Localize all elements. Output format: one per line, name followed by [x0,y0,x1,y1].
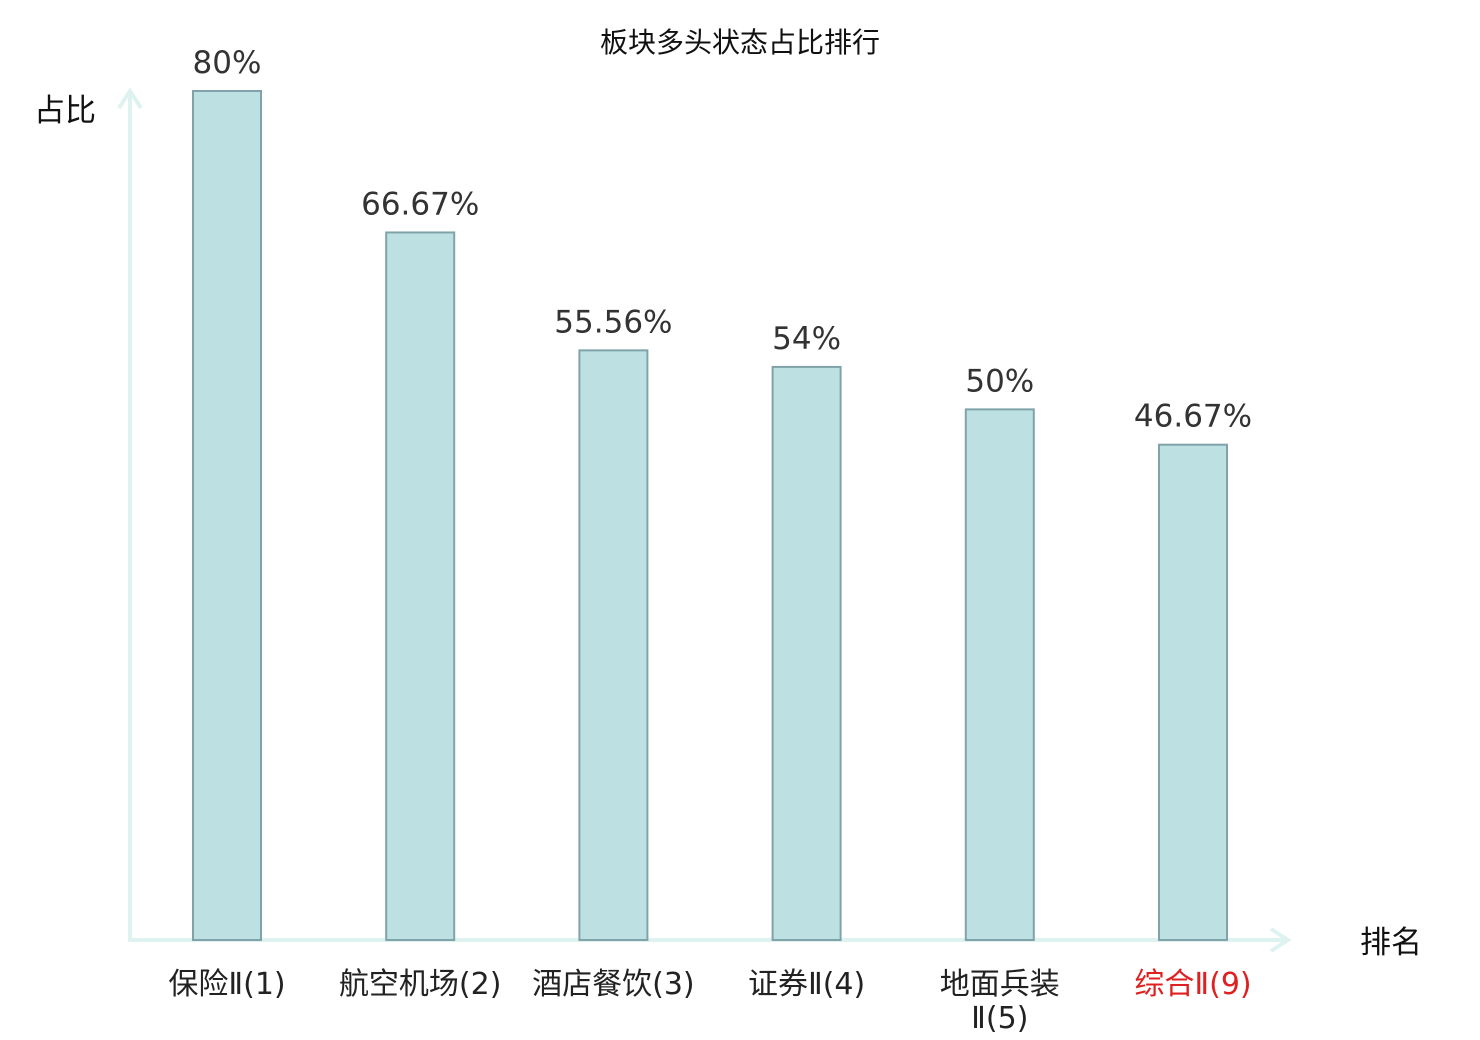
value-label: 54% [772,321,841,357]
bar [385,231,456,942]
chart-title: 板块多头状态占比排行 [600,26,880,59]
category-label: 航空机场(2) [339,967,502,1002]
value-labels-group: 80% 66.67% 55.56% 54% 50% 46.67% [193,45,1253,435]
category-label: 保险Ⅱ(1) [168,967,285,1002]
bars-group [192,90,1228,942]
category-label: 证券Ⅱ(4) [748,967,865,1002]
y-axis-label: 占比 [34,93,96,129]
category-label: 综合Ⅱ(9) [1134,967,1251,1002]
value-label: 55.56% [554,304,672,340]
value-label: 46.67% [1134,399,1252,435]
value-label: 80% [193,45,262,81]
bar [192,90,262,941]
x-axis-arrow [1269,927,1292,953]
category-labels-group: 保险Ⅱ(1) 航空机场(2) 酒店餐饮(3) 证券Ⅱ(4) 地面兵装 Ⅱ(5) 综合Ⅱ(9) [168,967,1251,1036]
bar [964,408,1035,941]
y-axis-arrow [117,87,143,110]
category-label: 地面兵装 Ⅱ(5) [940,967,1060,1036]
bar [578,349,649,941]
value-label: 66.67% [361,186,479,222]
x-axis-label: 排名 [1360,925,1422,961]
category-label: 酒店餐饮(3) [532,967,695,1002]
bar [1158,443,1228,941]
value-label: 50% [965,363,1034,399]
bar [771,365,842,941]
